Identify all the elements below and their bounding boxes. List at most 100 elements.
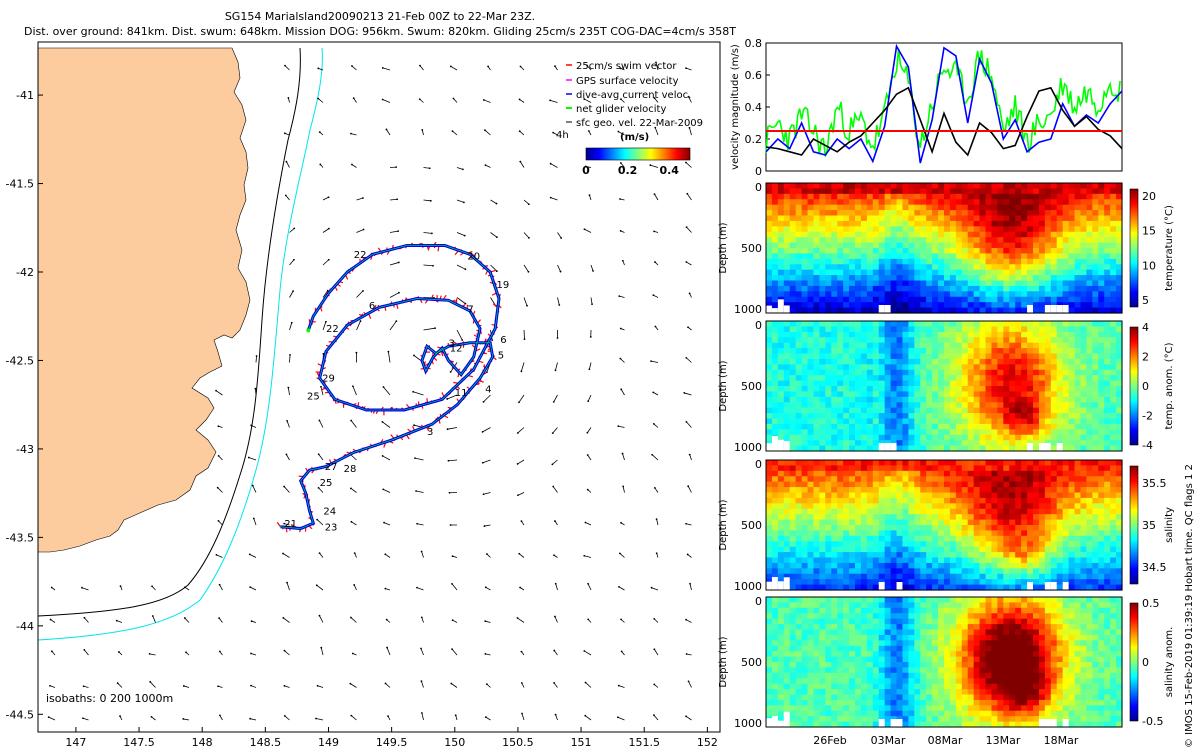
geo-velocity-arrow	[323, 229, 329, 233]
geo-velocity-arrow	[387, 648, 390, 655]
geo-velocity-arrow	[551, 198, 558, 200]
map-ytick: -41.5	[6, 178, 34, 191]
geo-velocity-arrow	[390, 321, 396, 330]
track-day-label: 20	[467, 252, 480, 263]
colorbar-tick: 20	[1142, 190, 1156, 203]
colorbar-tick: 4	[1142, 321, 1149, 334]
geo-velocity-arrow	[390, 231, 398, 232]
geo-velocity-arrow	[588, 395, 591, 401]
geo-velocity-arrow	[351, 522, 356, 525]
colorbar-unit: (m/s)	[620, 132, 649, 143]
depth-label: Depth (m)	[718, 222, 729, 273]
geo-velocity-arrow	[518, 493, 524, 496]
geo-velocity-arrow	[690, 584, 691, 590]
depth-tick: 0	[755, 181, 762, 194]
colorbar-tick: 15	[1142, 225, 1156, 238]
track-day-label: 27	[325, 462, 338, 473]
colorbar-tick: 0	[1142, 380, 1149, 393]
track-day-label: 6	[369, 301, 375, 312]
geo-velocity-arrow	[290, 291, 294, 297]
geo-velocity-arrow	[353, 386, 357, 395]
geo-velocity-arrow	[491, 200, 497, 204]
geo-velocity-arrow	[321, 648, 323, 655]
geo-velocity-arrow	[519, 395, 524, 402]
geo-velocity-arrow	[357, 229, 364, 232]
geo-velocity-arrow	[290, 323, 292, 330]
geo-velocity-arrow	[185, 618, 189, 622]
colorbar-tick: 0	[582, 164, 590, 177]
geo-velocity-arrow	[485, 130, 491, 135]
geo-velocity-arrow	[287, 421, 289, 428]
geo-velocity-arrow	[654, 649, 658, 655]
geo-velocity-arrow	[483, 460, 491, 463]
map-xtick: 148.5	[250, 736, 282, 749]
geo-velocity-arrow	[384, 523, 390, 525]
geo-velocity-arrow	[491, 233, 497, 238]
geo-velocity-arrow	[618, 717, 625, 720]
geo-velocity-arrow	[283, 618, 289, 623]
map-ytick: -42	[16, 266, 34, 279]
map-xtick: 151	[571, 736, 592, 749]
geo-velocity-arrow	[623, 486, 624, 492]
map-ytick: -42.5	[6, 354, 34, 367]
geo-velocity-arrow	[351, 716, 356, 720]
geo-velocity-arrow	[284, 487, 289, 493]
geo-velocity-arrow	[255, 389, 256, 395]
track-day-label: 6	[500, 335, 506, 346]
depth-tick: 0	[755, 595, 762, 608]
geo-velocity-arrow	[452, 584, 457, 590]
date-tick: 08Mar	[928, 734, 963, 747]
geo-velocity-arrow	[457, 298, 465, 304]
date-tick: 18Mar	[1044, 734, 1079, 747]
geo-velocity-arrow	[621, 389, 624, 395]
velocity-ylabel: velocity magnitude (m/s)	[730, 44, 741, 170]
map-ytick: -44.5	[6, 708, 34, 721]
geo-velocity-arrow	[416, 491, 423, 493]
geo-velocity-arrow	[351, 488, 357, 492]
geo-velocity-arrow	[448, 460, 457, 461]
geo-velocity-arrow	[451, 66, 457, 70]
track-end-marker	[306, 328, 310, 332]
geo-velocity-arrow	[684, 393, 691, 395]
geo-velocity-arrow	[550, 100, 557, 102]
geo-velocity-arrow	[587, 428, 591, 433]
geo-velocity-arrow	[357, 198, 363, 200]
geo-velocity-arrow	[524, 200, 529, 204]
track-day-label: 29	[322, 374, 335, 385]
map-xtick: 151.5	[628, 736, 660, 749]
geo-velocity-arrow	[554, 395, 558, 402]
track-day-label: 28	[344, 464, 357, 475]
geo-velocity-arrow	[591, 298, 592, 305]
geo-velocity-arrow	[422, 713, 424, 720]
geo-velocity-arrow	[452, 649, 457, 655]
geo-velocity-arrow	[84, 618, 88, 623]
geo-velocity-arrow	[424, 168, 430, 169]
geo-velocity-arrow	[457, 168, 463, 170]
geo-velocity-arrow	[686, 358, 691, 363]
track-day-label: 25	[307, 391, 320, 402]
geo-velocity-arrow	[518, 460, 524, 464]
geo-velocity-arrow	[484, 493, 491, 495]
geo-velocity-arrow	[118, 683, 122, 687]
velocity-ytick: 0.2	[745, 133, 763, 146]
geo-velocity-arrow	[417, 588, 423, 590]
geo-velocity-arrow	[556, 584, 558, 590]
colorbar-tick: -0.5	[1142, 715, 1163, 728]
geo-velocity-arrow	[553, 428, 558, 434]
geo-velocity-arrow	[390, 199, 397, 200]
colorbar-tick: 0.4	[659, 164, 679, 177]
geo-velocity-arrow	[620, 553, 625, 557]
colorbar-tick: -2	[1142, 410, 1153, 423]
track-day-label: 21	[284, 519, 297, 530]
velocity-ytick: 0.6	[745, 69, 763, 82]
geo-velocity-arrow	[285, 716, 290, 720]
geo-velocity-arrow	[655, 194, 658, 200]
geo-velocity-arrow	[457, 330, 462, 340]
geo-velocity-arrow	[424, 233, 432, 234]
section-colorbar	[1130, 189, 1138, 307]
geo-velocity-arrow	[517, 618, 524, 622]
map-xtick: 149	[318, 736, 339, 749]
track-day-label: 22	[326, 324, 339, 335]
swim-vector	[277, 522, 280, 527]
